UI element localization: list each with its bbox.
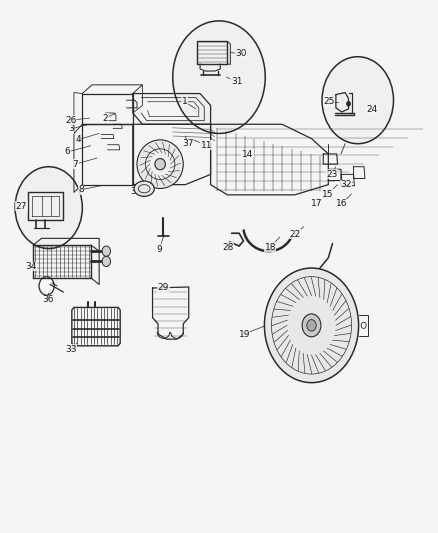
Circle shape — [102, 246, 110, 256]
Circle shape — [322, 56, 393, 144]
Ellipse shape — [137, 140, 183, 189]
Text: 25: 25 — [324, 97, 335, 106]
Text: 23: 23 — [326, 170, 337, 179]
Text: 8: 8 — [78, 185, 84, 194]
Text: 28: 28 — [223, 243, 234, 252]
Text: 14: 14 — [242, 150, 253, 159]
Text: 27: 27 — [16, 201, 27, 211]
Text: 22: 22 — [289, 230, 300, 239]
Text: 15: 15 — [322, 190, 333, 199]
Ellipse shape — [145, 149, 175, 180]
Text: 17: 17 — [311, 199, 323, 208]
Ellipse shape — [155, 158, 166, 170]
Text: 16: 16 — [336, 199, 348, 208]
Text: 34: 34 — [25, 262, 36, 271]
Circle shape — [307, 320, 316, 331]
Text: 37: 37 — [182, 139, 194, 148]
Text: 31: 31 — [231, 77, 242, 86]
Text: 6: 6 — [65, 148, 71, 156]
Text: 32: 32 — [340, 180, 352, 189]
Text: 9: 9 — [156, 245, 162, 254]
Text: 3: 3 — [68, 124, 74, 133]
Text: 2: 2 — [102, 114, 108, 123]
Circle shape — [173, 21, 265, 133]
Circle shape — [347, 102, 350, 106]
Circle shape — [15, 167, 82, 248]
Text: 26: 26 — [65, 116, 77, 125]
Text: 24: 24 — [367, 106, 378, 115]
Text: 11: 11 — [201, 141, 212, 150]
Text: 4: 4 — [75, 135, 81, 144]
Text: 1: 1 — [182, 97, 187, 106]
Text: 7: 7 — [72, 160, 78, 168]
Text: 36: 36 — [42, 295, 54, 304]
Text: 19: 19 — [238, 329, 250, 338]
Text: 38: 38 — [130, 187, 141, 196]
Text: 30: 30 — [235, 49, 247, 58]
Text: 18: 18 — [265, 243, 276, 252]
Ellipse shape — [134, 181, 154, 196]
Circle shape — [302, 314, 321, 337]
Circle shape — [265, 268, 359, 383]
Circle shape — [102, 256, 110, 266]
Text: 29: 29 — [158, 284, 169, 293]
Text: 33: 33 — [65, 345, 77, 354]
